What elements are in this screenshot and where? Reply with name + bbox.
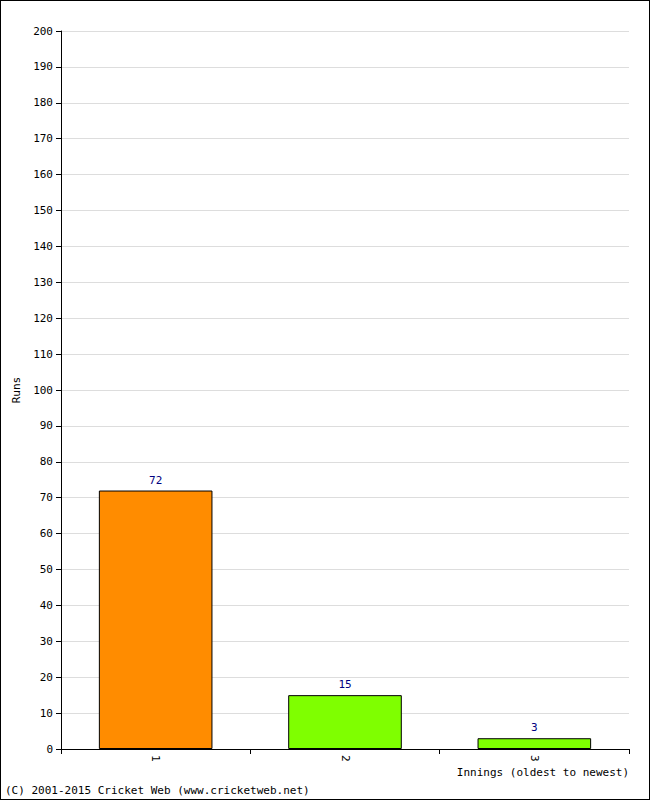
svg-text:3: 3 [531, 721, 538, 734]
svg-text:3: 3 [528, 755, 541, 762]
svg-text:Innings (oldest to newest): Innings (oldest to newest) [457, 766, 629, 779]
svg-text:0: 0 [46, 743, 53, 756]
svg-text:80: 80 [40, 455, 53, 468]
svg-text:Runs: Runs [10, 377, 23, 404]
svg-text:170: 170 [33, 132, 53, 145]
svg-text:100: 100 [33, 384, 53, 397]
svg-text:90: 90 [40, 419, 53, 432]
svg-text:140: 140 [33, 240, 53, 253]
svg-text:20: 20 [40, 671, 53, 684]
svg-text:30: 30 [40, 635, 53, 648]
svg-text:1: 1 [149, 755, 162, 762]
svg-text:150: 150 [33, 204, 53, 217]
svg-text:40: 40 [40, 599, 53, 612]
svg-text:(C) 2001-2015 Cricket Web (www: (C) 2001-2015 Cricket Web (www.cricketwe… [5, 784, 310, 797]
svg-text:180: 180 [33, 96, 53, 109]
svg-text:130: 130 [33, 276, 53, 289]
svg-text:110: 110 [33, 348, 53, 361]
svg-text:60: 60 [40, 527, 53, 540]
svg-text:10: 10 [40, 707, 53, 720]
svg-text:200: 200 [33, 25, 53, 38]
svg-text:2: 2 [339, 755, 352, 762]
svg-text:160: 160 [33, 168, 53, 181]
svg-text:120: 120 [33, 312, 53, 325]
svg-text:50: 50 [40, 563, 53, 576]
svg-text:70: 70 [40, 491, 53, 504]
svg-text:190: 190 [33, 60, 53, 73]
svg-text:15: 15 [338, 678, 351, 691]
svg-text:72: 72 [149, 474, 162, 487]
